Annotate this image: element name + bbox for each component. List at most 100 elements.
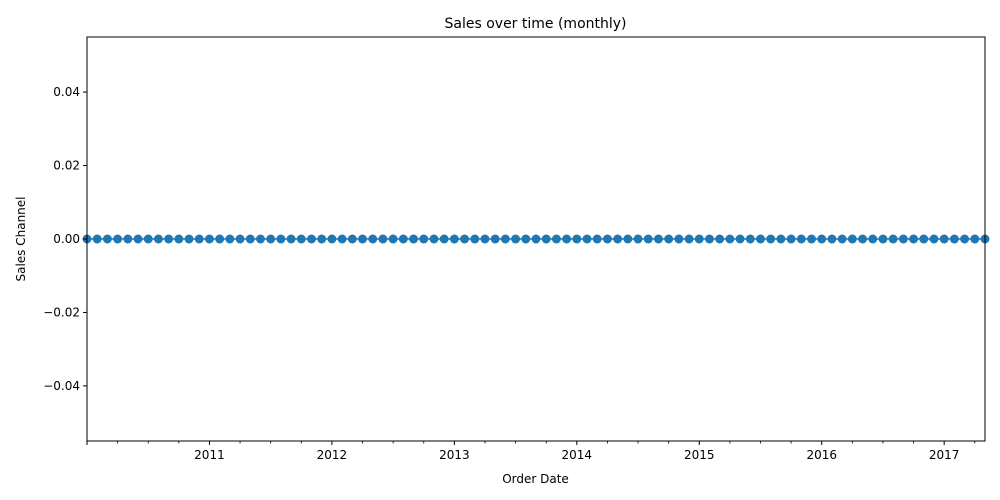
series-layer	[82, 234, 990, 244]
data-point	[500, 234, 510, 244]
data-point	[164, 234, 174, 244]
data-point	[796, 234, 806, 244]
data-point	[133, 234, 143, 244]
data-point	[766, 234, 776, 244]
data-point	[939, 234, 949, 244]
data-point	[204, 234, 214, 244]
data-point	[153, 234, 163, 244]
y-tick-label: 0.00	[53, 232, 80, 246]
data-point	[388, 234, 398, 244]
data-point	[888, 234, 898, 244]
data-point	[225, 234, 235, 244]
data-point	[266, 234, 276, 244]
data-point	[490, 234, 500, 244]
data-point	[817, 234, 827, 244]
data-point	[694, 234, 704, 244]
y-tick-label: −0.04	[43, 379, 80, 393]
data-point	[847, 234, 857, 244]
data-point	[868, 234, 878, 244]
data-point	[337, 234, 347, 244]
data-point	[378, 234, 388, 244]
data-point	[970, 234, 980, 244]
data-point	[551, 234, 561, 244]
data-point	[898, 234, 908, 244]
data-point	[521, 234, 531, 244]
data-point	[837, 234, 847, 244]
y-tick-label: −0.02	[43, 305, 80, 319]
data-point	[317, 234, 327, 244]
x-axis-ticks: 2011 2012 2013 2014 2015 2016 2017	[86, 441, 976, 462]
data-point	[623, 234, 633, 244]
y-axis-ticks: 0.04 0.02 0.00 −0.02 −0.04	[43, 85, 87, 393]
data-point	[633, 234, 643, 244]
x-tick-label: 2017	[929, 448, 960, 462]
y-axis-label: Sales Channel	[14, 196, 28, 281]
data-point	[807, 234, 817, 244]
data-point	[480, 234, 490, 244]
data-point	[786, 234, 796, 244]
data-point	[572, 234, 582, 244]
data-point	[613, 234, 623, 244]
data-point	[643, 234, 653, 244]
data-point	[358, 234, 368, 244]
data-point	[735, 234, 745, 244]
data-point	[460, 234, 470, 244]
data-point	[684, 234, 694, 244]
data-point	[602, 234, 612, 244]
data-point	[674, 234, 684, 244]
data-point	[92, 234, 102, 244]
x-tick-label: 2014	[562, 448, 593, 462]
data-point	[960, 234, 970, 244]
data-point	[398, 234, 408, 244]
data-point	[827, 234, 837, 244]
data-point	[919, 234, 929, 244]
data-point	[276, 234, 286, 244]
data-point	[174, 234, 184, 244]
x-tick-label: 2016	[806, 448, 837, 462]
data-point	[307, 234, 316, 244]
data-point	[704, 234, 714, 244]
data-point	[296, 234, 306, 244]
data-point	[245, 234, 255, 244]
data-point	[470, 234, 480, 244]
y-tick-label: 0.04	[53, 85, 80, 99]
data-point	[429, 234, 439, 244]
data-point	[368, 234, 378, 244]
data-point	[215, 234, 225, 244]
data-point	[858, 234, 868, 244]
axes-frame	[86, 36, 986, 442]
x-tick-label: 2013	[439, 448, 470, 462]
data-point	[756, 234, 765, 244]
data-point	[582, 234, 592, 244]
data-point	[776, 234, 786, 244]
plot-area: 0.040.020.00−0.02−0.04 2011 2012 2013 2014 2…	[43, 36, 990, 462]
data-point	[531, 234, 541, 244]
data-point	[123, 234, 133, 244]
data-point	[592, 234, 602, 244]
data-point	[113, 234, 123, 244]
data-point	[102, 234, 112, 244]
data-point	[184, 234, 194, 244]
data-point	[664, 234, 674, 244]
data-point	[235, 234, 245, 244]
data-point	[286, 234, 296, 244]
data-point	[449, 234, 459, 244]
data-point	[347, 234, 357, 244]
data-point	[715, 234, 725, 244]
data-point	[653, 234, 663, 244]
data-point	[409, 234, 419, 244]
x-axis-label: Order Date	[502, 472, 569, 486]
x-tick-label: 2012	[317, 448, 348, 462]
data-point	[725, 234, 735, 244]
data-point	[194, 234, 204, 244]
data-point	[745, 234, 755, 244]
data-point	[562, 234, 572, 244]
data-point	[143, 234, 153, 244]
data-point	[541, 234, 551, 244]
data-point	[949, 234, 959, 244]
data-point	[255, 234, 265, 244]
data-point	[419, 234, 429, 244]
data-point	[511, 234, 521, 244]
x-tick-label: 2011	[194, 448, 225, 462]
